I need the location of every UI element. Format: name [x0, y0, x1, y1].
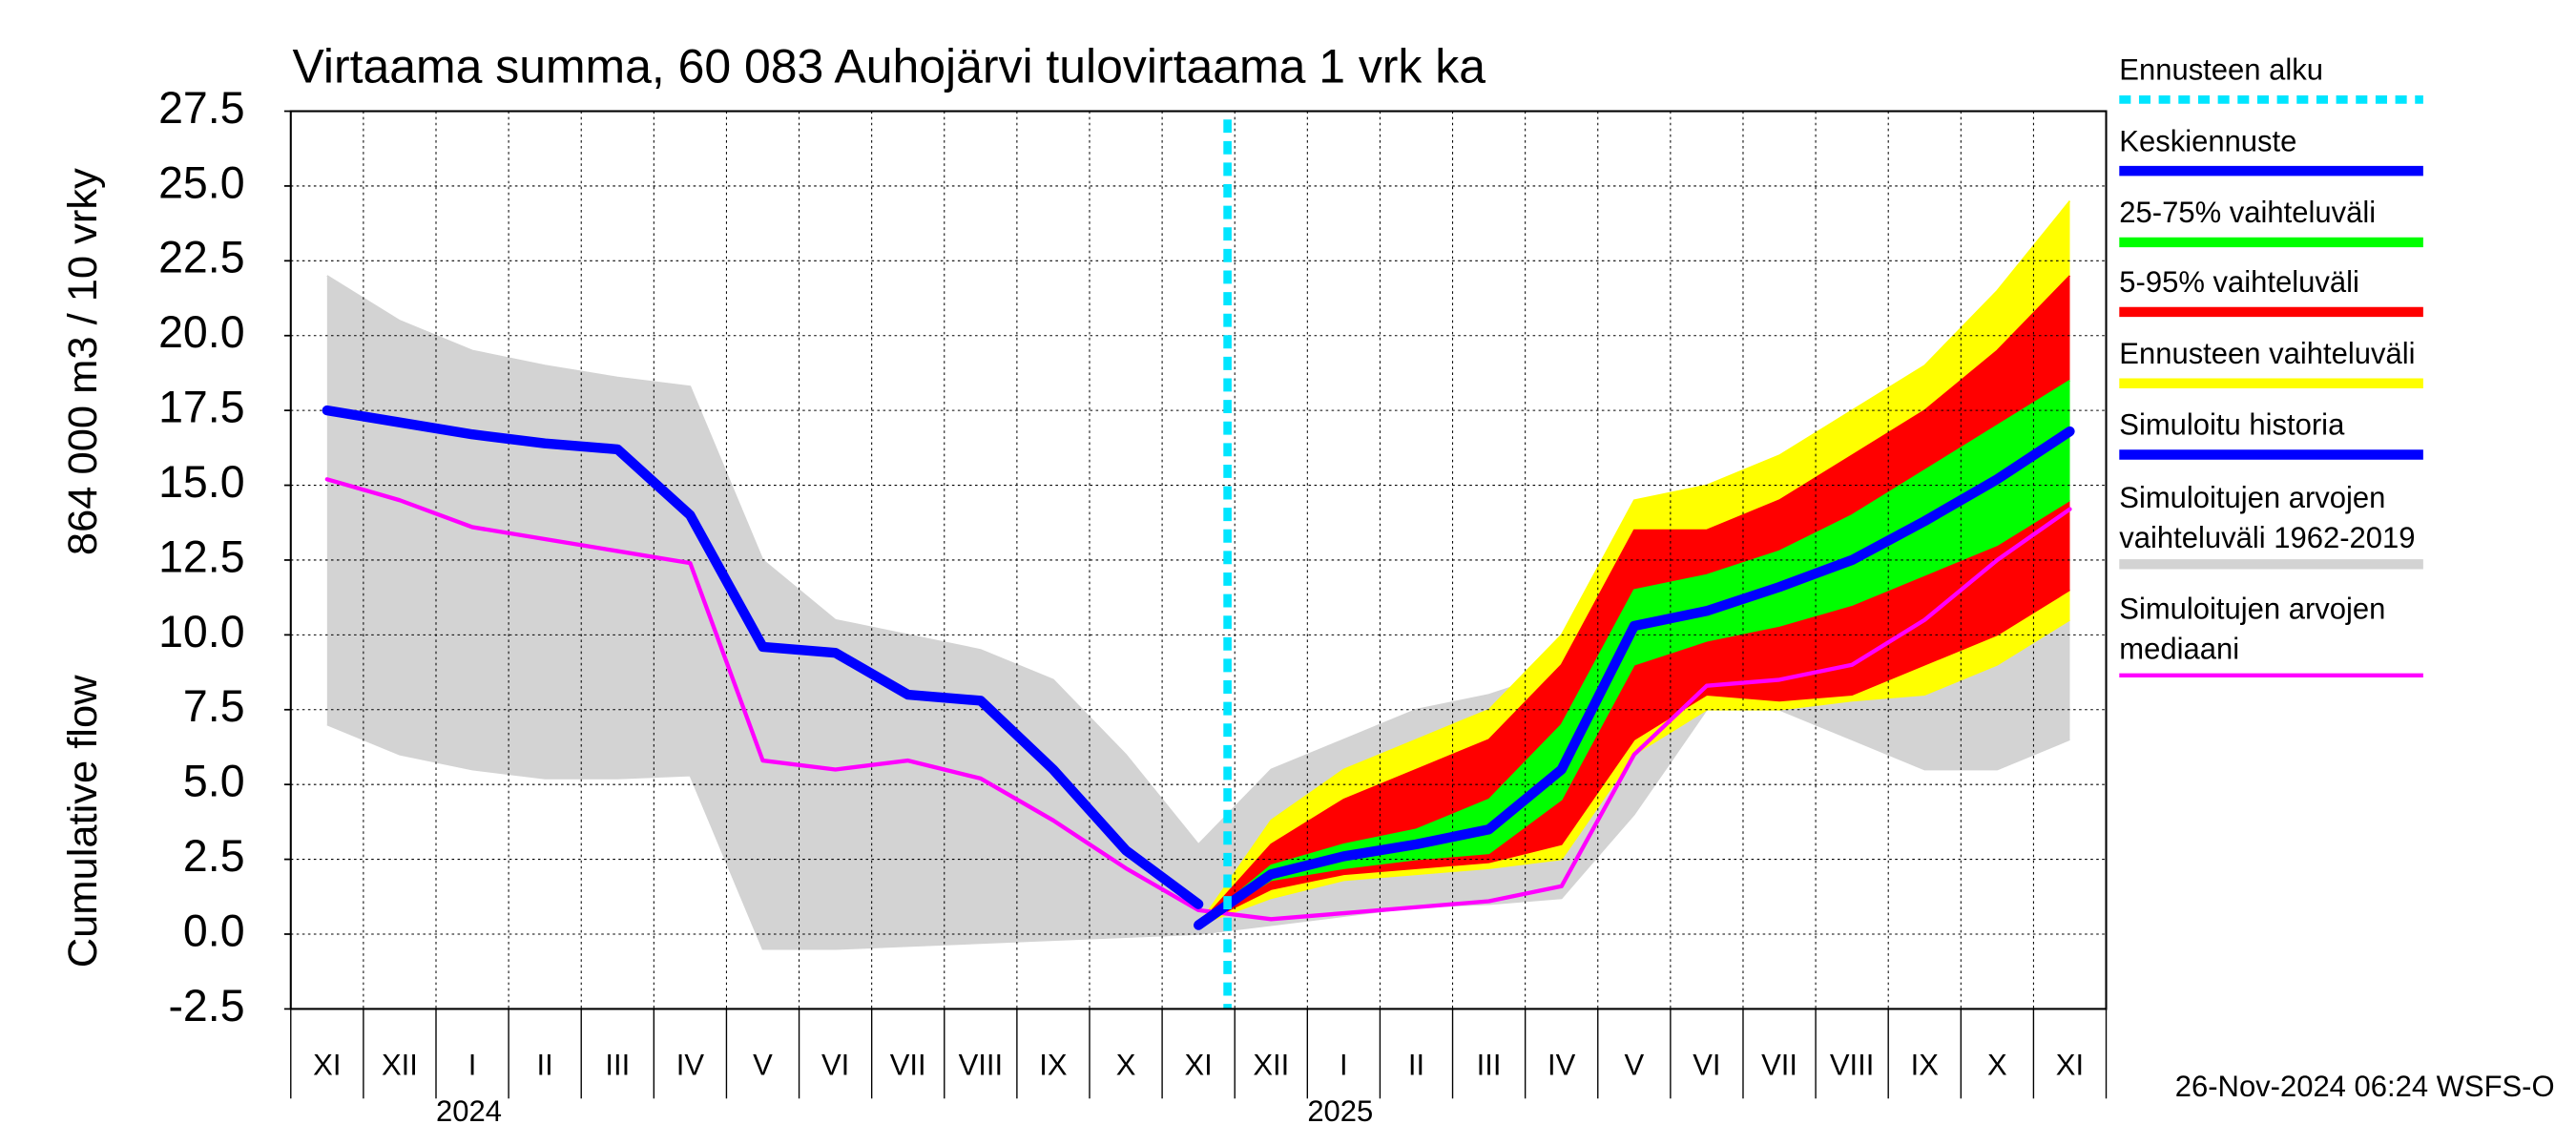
y-axis-label: 864 000 m3 / 10 vrky [60, 168, 106, 555]
legend-label-box: Simuloitujen arvojen vaihteluväli 1962-2… [2119, 481, 2416, 554]
plot-frame [289, 110, 2108, 1010]
y-tick-label: 10.0 [158, 607, 244, 656]
x-tick-label: X [1987, 1048, 2007, 1081]
x-tick-label: II [1408, 1048, 1424, 1081]
x-tick-label: XI [313, 1048, 341, 1081]
x-tick-label: IV [1548, 1048, 1576, 1081]
x-tick-label: VI [821, 1048, 849, 1081]
y-tick-label: 0.0 [183, 906, 245, 955]
x-tick-label: I [1340, 1048, 1348, 1081]
x-tick-label: VI [1693, 1048, 1720, 1081]
y-tick-label: 5.0 [183, 756, 245, 805]
x-tick-label: IV [676, 1048, 705, 1081]
y-tick-label: 2.5 [183, 831, 245, 881]
series-line [1193, 426, 2075, 930]
legend-label-box: Simuloitujen arvojen mediaani [2119, 592, 2386, 666]
legend-label: Ennusteen alku [2119, 52, 2323, 87]
x-tick-label: III [605, 1048, 630, 1081]
y-tick-label: 7.5 [183, 681, 245, 731]
y-tick-label: -2.5 [168, 981, 244, 1030]
legend-label-box: 25-75% vaihteluväli [2119, 196, 2377, 229]
band-upper [1197, 380, 2070, 926]
year-label: 2025 [1307, 1094, 1373, 1128]
footer: 26-Nov-2024 06:24 WSFS-O [2175, 1070, 2555, 1103]
y-tick-label: 17.5 [158, 382, 244, 431]
year-label: 2024 [436, 1094, 502, 1128]
chart-title: Virtaama summa, 60 083 Auhojärvi tulovir… [293, 39, 1486, 93]
x-tick-label: V [753, 1048, 773, 1081]
x-tick-label: VII [890, 1048, 926, 1081]
y-tick-label: 25.0 [158, 157, 244, 207]
legend-label: Ennusteen vaihteluväli [2119, 337, 2416, 370]
y-tick-label: 12.5 [158, 531, 244, 581]
x-tick-label: XI [1185, 1048, 1213, 1081]
x-tick-label: I [468, 1048, 477, 1081]
legend-label-box: Simuloitu historia [2119, 407, 2345, 442]
y-axis-label: Cumulative flow [60, 675, 106, 968]
legend-label: Simuloitu historia [2119, 407, 2345, 442]
band-fill [1198, 380, 2070, 926]
x-tick-label: XI [2056, 1048, 2084, 1081]
y-tick-label: 15.0 [158, 457, 244, 507]
y-tick-label: 27.5 [158, 83, 244, 133]
y-tick-label: 22.5 [158, 233, 244, 282]
x-tick-label: IX [1039, 1048, 1068, 1081]
legend-label-box: Keskiennuste [2119, 124, 2297, 158]
series-line [322, 405, 1204, 909]
x-tick-label: VIII [1830, 1048, 1875, 1081]
legend-label: 5-95% vaihteluväli [2119, 265, 2359, 300]
band-lower [1197, 499, 2070, 926]
x-tick-label: III [1477, 1048, 1502, 1081]
x-tick-label: XII [382, 1048, 418, 1081]
legend-label: Simuloitujen arvojen mediaani [2119, 592, 2386, 666]
x-tick-label: IX [1911, 1048, 1940, 1081]
x-tick-label: VIII [959, 1048, 1004, 1081]
band-fill [326, 276, 2070, 949]
band-lower [1197, 589, 2070, 926]
legend-label: Simuloitujen arvojen vaihteluväli 1962-2… [2119, 481, 2416, 554]
legend-label-box: Ennusteen vaihteluväli [2119, 337, 2416, 370]
x-tick-label: XII [1253, 1048, 1289, 1081]
x-tick-label: II [537, 1048, 553, 1081]
legend-label-box: 5-95% vaihteluväli [2119, 265, 2359, 300]
x-tick-label: X [1116, 1048, 1136, 1081]
legend-label: 25-75% vaihteluväli [2119, 196, 2377, 229]
band-upper [1197, 200, 2071, 926]
x-tick-label: VII [1761, 1048, 1797, 1081]
legend-label: Keskiennuste [2119, 124, 2297, 158]
y-tick-label: 20.0 [158, 307, 244, 357]
series-line [324, 477, 2072, 922]
legend-label-box: Ennusteen alku [2119, 52, 2323, 87]
x-tick-label: V [1624, 1048, 1644, 1081]
